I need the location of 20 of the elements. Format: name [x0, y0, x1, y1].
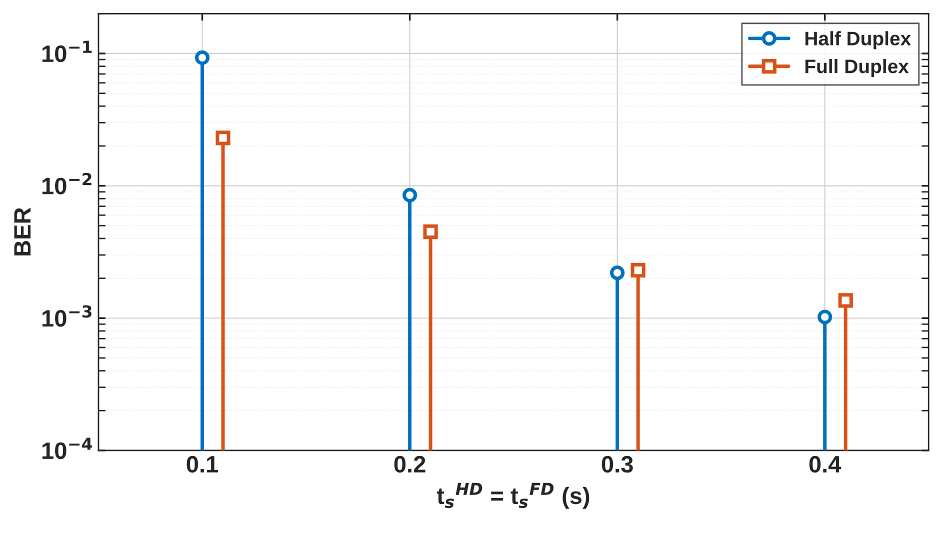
- y-tick-label: 10$^{−3}$: [42, 305, 92, 327]
- point: [423, 224, 438, 239]
- point: [402, 188, 418, 202]
- point: [630, 262, 646, 278]
- point: [216, 130, 230, 146]
- point: [818, 310, 832, 324]
- y-tick-label: 10$^{−4}$: [42, 438, 92, 460]
- x-tick-label: 0.2: [394, 456, 426, 473]
- y-tick-label: 10$^{−1}$: [42, 40, 92, 62]
- legend-label: Full Duplex: [805, 59, 909, 78]
- point: [838, 293, 853, 308]
- x-tick-label: 0.4: [809, 456, 842, 473]
- legend-label: Half Duplex: [805, 31, 911, 50]
- x-tick-label: 0.1: [186, 456, 218, 473]
- y-tick-label: 10$^{−2}$: [42, 172, 92, 194]
- x-axis-title: t$_{s}$$^{HD}$ = t$_{s}$$^{FD}$ (s): [436, 482, 590, 509]
- y-axis-title: BER: [14, 208, 31, 256]
- x-tick-label: 0.3: [602, 456, 633, 473]
- point: [610, 266, 625, 280]
- point: [194, 50, 210, 65]
